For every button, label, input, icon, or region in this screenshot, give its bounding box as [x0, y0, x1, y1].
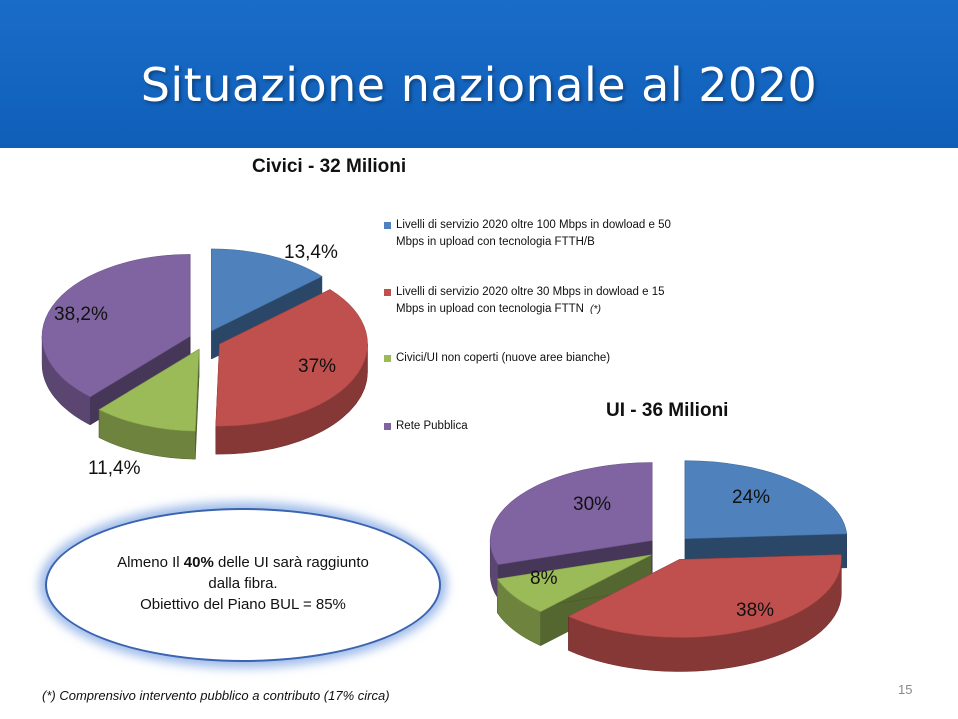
callout-text: Almeno Il 40% delle UI sarà raggiunto da…: [45, 552, 441, 615]
pie-1: [489, 460, 848, 672]
legend-swatch-purple: [384, 423, 391, 430]
pie-1-value-label-3: 30%: [573, 494, 611, 515]
pie-0: [41, 248, 368, 460]
pie-0-value-label-2: 11,4%: [88, 458, 141, 479]
slice-top: [98, 348, 200, 432]
legend-swatch-blue: [384, 222, 391, 229]
callout-line-3: Obiettivo del Piano BUL = 85%: [140, 596, 346, 613]
slice-top: [496, 554, 652, 613]
legend-label-fttn-text: Livelli di servizio 2020 oltre 30 Mbps i…: [396, 286, 665, 315]
chart-title-civici: Civici - 32 Milioni: [252, 156, 407, 177]
callout-line-1: Almeno Il 40% delle UI sarà raggiunto: [45, 552, 441, 573]
legend-label-fttn: Livelli di servizio 2020 oltre 30 Mbps i…: [396, 284, 686, 318]
callout-line-2: dalla fibra.: [208, 575, 278, 592]
title-banner: Situazione nazionale al 2020: [0, 0, 958, 148]
legend-swatch-red: [384, 289, 391, 296]
slice-top: [489, 462, 653, 565]
pie-0-value-label-0: 13,4%: [284, 242, 338, 263]
legend-label-public: Rete Pubblica: [396, 420, 468, 432]
legend-note: (*): [589, 303, 602, 315]
legend-label-ftth: Livelli di servizio 2020 oltre 100 Mbps …: [396, 219, 671, 248]
slice-top: [684, 460, 848, 540]
pie-0-value-label-3: 38,2%: [54, 304, 108, 325]
footnote: (*) Comprensivo intervento pubblico a co…: [42, 688, 390, 703]
pie-1-value-label-1: 38%: [736, 600, 774, 621]
pie-1-slice-1: [567, 554, 842, 672]
pie-1-value-label-2: 8%: [530, 568, 558, 589]
callout-line-1-pre: Almeno Il: [117, 554, 184, 571]
callout-highlight: 40%: [183, 554, 214, 571]
slice-top: [567, 554, 842, 638]
slice-top: [211, 248, 323, 332]
callout-line-1-post: delle UI sarà raggiunto: [213, 554, 369, 571]
page-number: 15: [898, 682, 913, 697]
pie-0-value-label-1: 37%: [298, 356, 336, 377]
pie-0-slice-2: [98, 348, 200, 460]
legend-swatch-green: [384, 355, 391, 362]
slice-top: [41, 254, 191, 398]
slice-top: [215, 289, 368, 427]
slide-title: Situazione nazionale al 2020: [140, 58, 818, 112]
pie-1-value-label-0: 24%: [732, 487, 770, 508]
chart-title-ui: UI - 36 Milioni: [606, 400, 729, 421]
callout-ellipse: [45, 508, 441, 662]
legend-label-uncovered: Civici/UI non coperti (nuove aree bianch…: [396, 352, 611, 364]
pie-0-slice-1: [215, 289, 368, 455]
